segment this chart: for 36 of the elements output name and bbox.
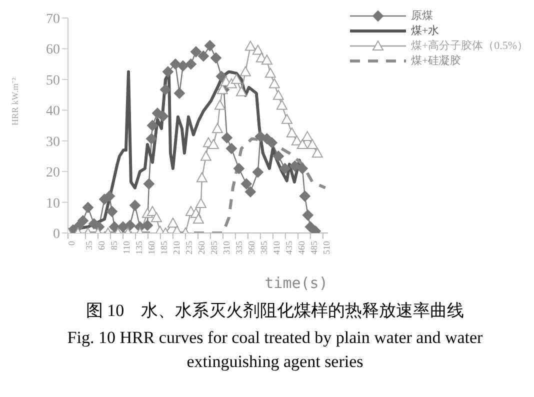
x-tick-label: 0 (66, 240, 76, 246)
text: 图 10 水、水系灭火剂阻化煤样的热释放速率曲线 (86, 301, 464, 320)
x-tick-label: 285 (208, 240, 219, 254)
text: Fig. 10 HRR curves for coal treated by plain water and water extinguishing agent series (67, 328, 483, 371)
y-tick-label: 30 (46, 134, 60, 150)
y-axis-title: HRR kW.m⁻² (10, 77, 20, 126)
x-tick-label: 160 (146, 240, 156, 254)
text: 煤+水 (410, 24, 440, 38)
x-tick-label: 235 (184, 240, 194, 254)
x-tick-label: 360 (246, 240, 256, 254)
text: 原煤 (410, 8, 433, 22)
x-tick-label: 35 (84, 240, 94, 250)
x-tick-label: 385 (258, 240, 269, 254)
x-tick-label: 85 (108, 240, 119, 250)
y-tick-label: 20 (46, 166, 60, 181)
x-tick-label: 210 (171, 240, 182, 254)
x-tick-label: 260 (196, 240, 206, 254)
x-tick-label: 435 (284, 240, 294, 254)
y-tick-label: 10 (46, 196, 60, 212)
text: 煤+高分子胶体（0.5%） (410, 38, 528, 52)
x-tick-label: 485 (308, 240, 319, 254)
x-tick-label: 110 (121, 240, 132, 254)
x-tick-label: 310 (221, 240, 232, 254)
text: 煤+硅凝胶 (410, 54, 462, 68)
x-axis-title: time(s) (264, 274, 328, 292)
x-tick-label: 335 (234, 240, 244, 254)
y-tick-label: 50 (46, 73, 60, 88)
x-tick-label: 410 (271, 240, 282, 254)
x-tick-label: 510 (321, 240, 332, 254)
y-tick-label: 40 (46, 104, 60, 120)
y-tick-label: 60 (46, 42, 60, 58)
x-tick-label: 185 (158, 240, 169, 254)
x-tick-label: 135 (134, 240, 144, 254)
x-tick-label: 60 (96, 240, 106, 250)
y-tick-label: 70 (46, 12, 60, 27)
x-tick-label: 460 (296, 240, 306, 254)
